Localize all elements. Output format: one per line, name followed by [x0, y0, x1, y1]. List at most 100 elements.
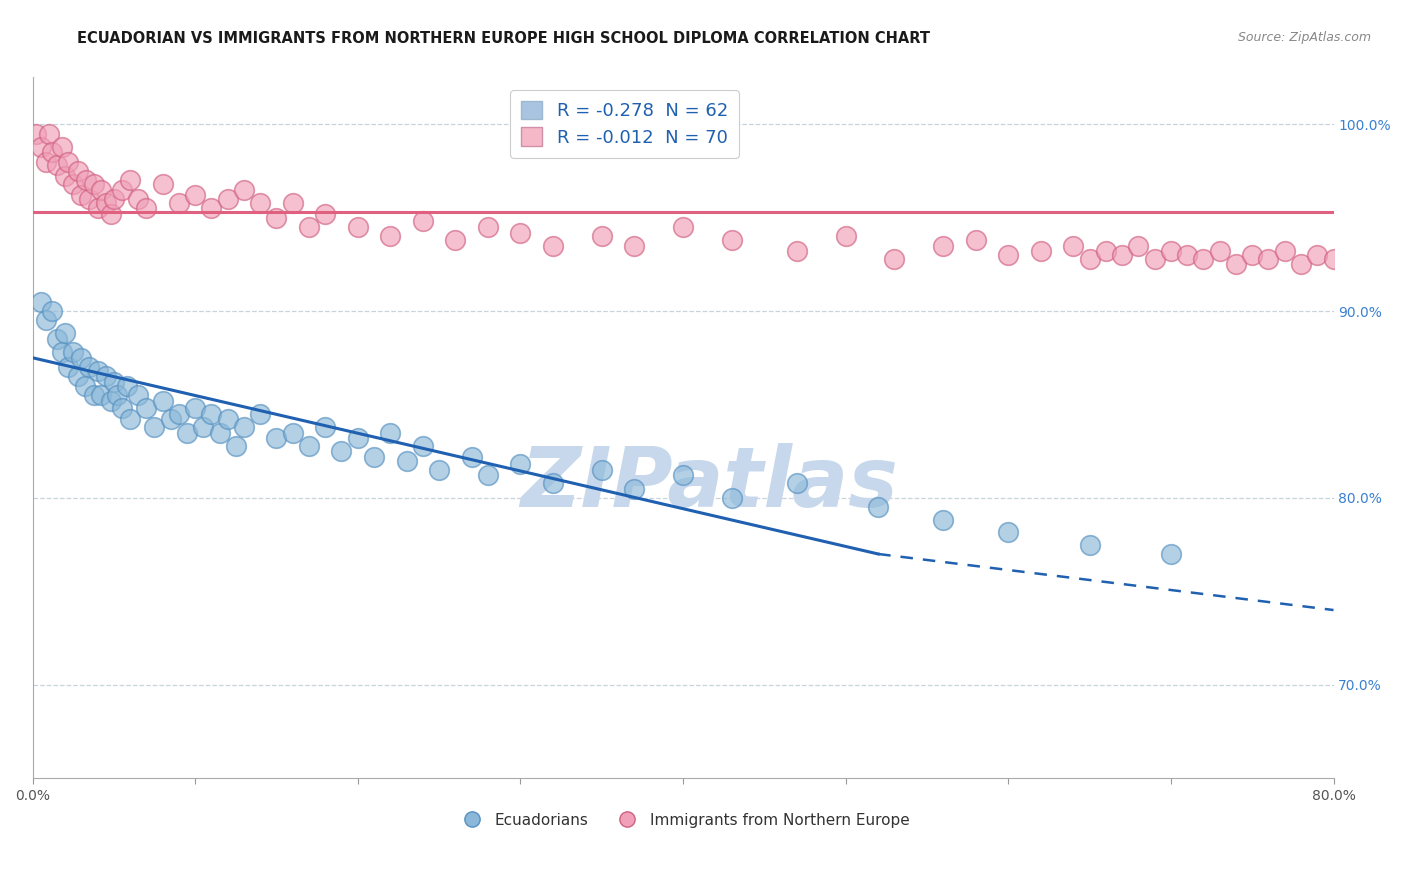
Text: ECUADORIAN VS IMMIGRANTS FROM NORTHERN EUROPE HIGH SCHOOL DIPLOMA CORRELATION CH: ECUADORIAN VS IMMIGRANTS FROM NORTHERN E… [77, 31, 931, 46]
Point [1078, 538, 1101, 552]
Point [53, 326, 76, 341]
Point [1192, 252, 1215, 266]
Point [70, 188, 93, 202]
Point [1160, 547, 1182, 561]
Point [83, 177, 105, 191]
Point [591, 463, 613, 477]
Point [541, 475, 564, 490]
Point [1289, 257, 1312, 271]
Point [444, 233, 467, 247]
Point [83, 388, 105, 402]
Point [62, 345, 84, 359]
Point [100, 393, 122, 408]
Point [115, 378, 138, 392]
Legend: Ecuadorians, Immigrants from Northern Europe: Ecuadorians, Immigrants from Northern Eu… [450, 806, 915, 834]
Point [1225, 257, 1247, 271]
Point [1143, 252, 1166, 266]
Point [363, 450, 385, 464]
Point [90, 183, 112, 197]
Point [53, 169, 76, 184]
Point [34, 313, 56, 327]
Point [100, 207, 122, 221]
Point [314, 207, 336, 221]
Point [127, 192, 149, 206]
Point [58, 154, 80, 169]
Point [623, 482, 645, 496]
Point [208, 425, 231, 440]
Point [200, 201, 222, 215]
Point [79, 360, 101, 375]
Point [720, 491, 742, 505]
Point [623, 238, 645, 252]
Point [94, 195, 117, 210]
Point [120, 412, 142, 426]
Point [786, 244, 808, 259]
Point [167, 195, 190, 210]
Point [67, 164, 90, 178]
Point [217, 192, 239, 206]
Point [184, 188, 207, 202]
Point [1322, 252, 1344, 266]
Point [380, 229, 402, 244]
Point [159, 412, 181, 426]
Point [67, 369, 90, 384]
Point [1029, 244, 1052, 259]
Text: Source: ZipAtlas.com: Source: ZipAtlas.com [1237, 31, 1371, 45]
Point [330, 444, 353, 458]
Point [217, 412, 239, 426]
Point [1095, 244, 1118, 259]
Point [193, 420, 215, 434]
Point [932, 513, 955, 527]
Point [62, 177, 84, 191]
Point [477, 219, 499, 234]
Point [105, 388, 128, 402]
Point [1078, 252, 1101, 266]
Point [298, 439, 321, 453]
Point [152, 393, 174, 408]
Point [965, 233, 987, 247]
Point [127, 388, 149, 402]
Point [786, 475, 808, 490]
Point [427, 463, 450, 477]
Point [135, 401, 157, 416]
Point [380, 425, 402, 440]
Point [477, 468, 499, 483]
Point [591, 229, 613, 244]
Point [266, 211, 288, 225]
Point [232, 420, 254, 434]
Point [509, 226, 531, 240]
Point [167, 407, 190, 421]
Point [51, 345, 73, 359]
Point [1306, 248, 1329, 262]
Point [103, 375, 125, 389]
Point [232, 183, 254, 197]
Point [1111, 248, 1133, 262]
Point [75, 173, 97, 187]
Point [24, 127, 46, 141]
Point [266, 431, 288, 445]
Point [30, 294, 52, 309]
Point [51, 139, 73, 153]
Point [281, 425, 304, 440]
Point [720, 233, 742, 247]
Point [30, 139, 52, 153]
Point [834, 229, 856, 244]
Point [94, 369, 117, 384]
Point [79, 192, 101, 206]
Point [346, 431, 368, 445]
Point [932, 238, 955, 252]
Point [346, 219, 368, 234]
Point [412, 439, 434, 453]
Point [45, 158, 67, 172]
Point [672, 468, 695, 483]
Point [90, 388, 112, 402]
Point [1160, 244, 1182, 259]
Point [70, 351, 93, 365]
Point [1241, 248, 1264, 262]
Point [41, 304, 63, 318]
Point [135, 201, 157, 215]
Point [281, 195, 304, 210]
Point [509, 457, 531, 471]
Point [1208, 244, 1230, 259]
Point [45, 332, 67, 346]
